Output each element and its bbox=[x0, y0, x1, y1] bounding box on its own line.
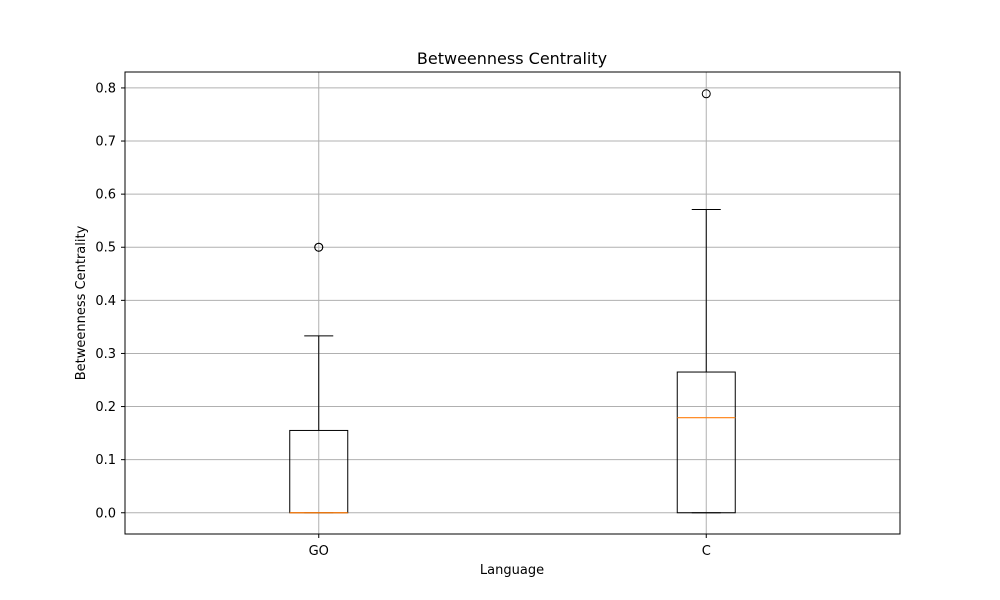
y-tick-label: 0.7 bbox=[95, 135, 116, 150]
x-axis-label: Language bbox=[480, 563, 544, 578]
box-layer bbox=[289, 89, 736, 514]
outlier-point bbox=[314, 242, 324, 252]
y-tick-label: 0.3 bbox=[95, 347, 116, 362]
outlier-point bbox=[701, 89, 711, 99]
y-tick-label: 0.2 bbox=[95, 400, 116, 415]
y-tick-label: 0.1 bbox=[95, 453, 116, 468]
iqr-box bbox=[676, 371, 736, 514]
y-axis-label: Betweenness Centrality bbox=[74, 225, 89, 380]
plot-frame bbox=[124, 71, 901, 535]
y-tick-label: 0.6 bbox=[95, 188, 116, 203]
x-tick-label: C bbox=[702, 544, 711, 559]
plot-area bbox=[125, 72, 900, 534]
box-group-go bbox=[289, 242, 349, 514]
y-tick-label: 0.0 bbox=[95, 506, 116, 521]
y-tick-label: 0.8 bbox=[95, 81, 116, 96]
y-tick-label: 0.4 bbox=[95, 294, 116, 309]
tick-layer: 0.0 0.1 0.2 0.3 0.4 0.5 0.6 0.7 0.8 GO C bbox=[95, 81, 710, 559]
x-tick-label: GO bbox=[309, 544, 329, 559]
y-tick-label: 0.5 bbox=[95, 241, 116, 256]
box-group-c bbox=[676, 89, 736, 514]
chart-title: Betweenness Centrality bbox=[417, 49, 607, 68]
